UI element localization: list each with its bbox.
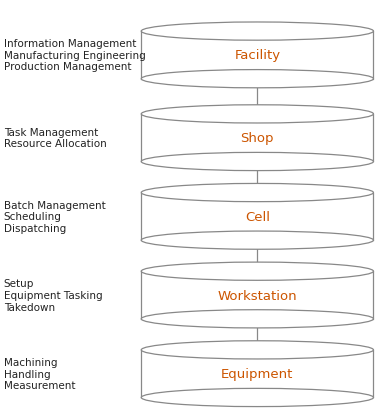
Text: Cell: Cell (245, 210, 270, 223)
Text: Setup: Setup (4, 279, 34, 289)
Text: Dispatching: Dispatching (4, 223, 66, 233)
Text: Information Management: Information Management (4, 39, 136, 49)
Ellipse shape (141, 153, 373, 171)
Bar (141, 114, 373, 162)
Text: Production Management: Production Management (4, 62, 131, 72)
Text: Measurement: Measurement (4, 380, 75, 390)
Text: Takedown: Takedown (4, 302, 55, 312)
Ellipse shape (141, 184, 373, 202)
Text: Batch Management: Batch Management (4, 200, 106, 210)
Ellipse shape (141, 231, 373, 249)
Ellipse shape (141, 263, 373, 281)
Ellipse shape (141, 388, 373, 406)
Text: Facility: Facility (234, 49, 281, 62)
Ellipse shape (141, 70, 373, 89)
Bar (141, 193, 373, 240)
Ellipse shape (141, 310, 373, 328)
Ellipse shape (141, 341, 373, 359)
Ellipse shape (141, 23, 373, 41)
Text: Machining: Machining (4, 357, 57, 367)
Text: Resource Allocation: Resource Allocation (4, 139, 107, 149)
Ellipse shape (141, 106, 373, 124)
Text: Equipment: Equipment (221, 367, 294, 380)
Bar (141, 272, 373, 319)
Text: Task Management: Task Management (4, 128, 98, 138)
Text: Equipment Tasking: Equipment Tasking (4, 290, 103, 300)
Text: Workstation: Workstation (217, 289, 297, 302)
Bar (141, 32, 373, 79)
Text: Handling: Handling (4, 369, 50, 379)
Text: Shop: Shop (241, 132, 274, 145)
Text: Manufacturing Engineering: Manufacturing Engineering (4, 51, 146, 61)
Bar (141, 350, 373, 397)
Text: Scheduling: Scheduling (4, 212, 62, 222)
